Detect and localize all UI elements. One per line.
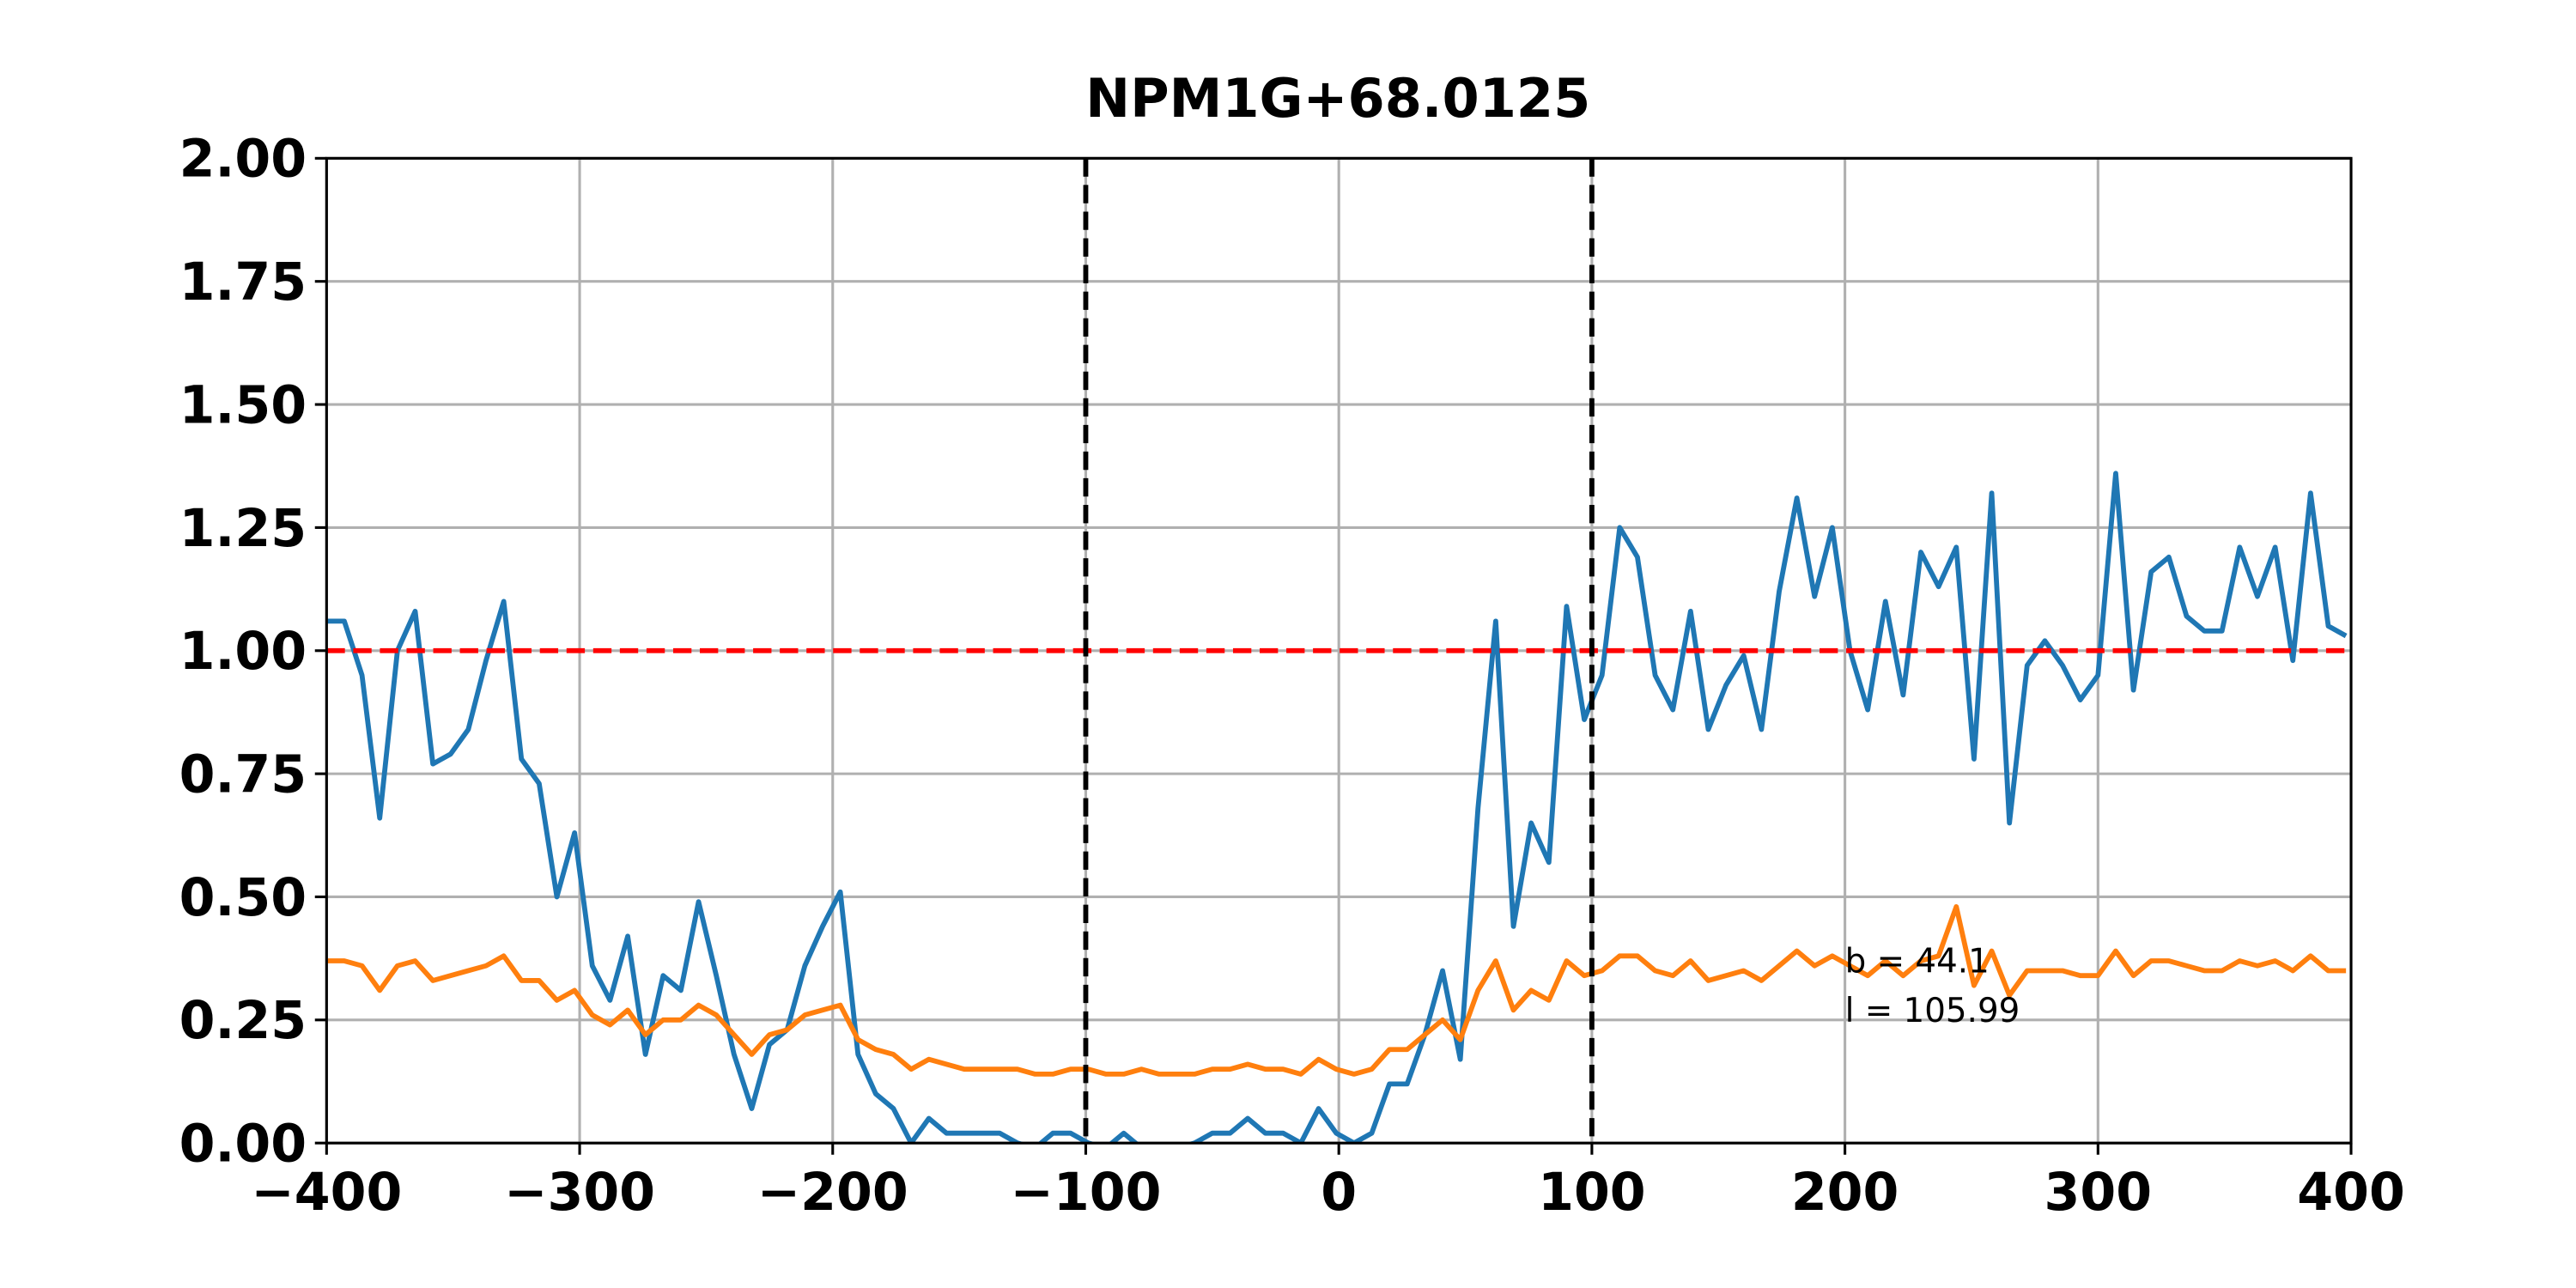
y-tick-label: 0.75 xyxy=(179,744,307,805)
x-tick-label: 0 xyxy=(1321,1163,1357,1223)
x-tick-label: 100 xyxy=(1538,1163,1646,1223)
chart-title: NPM1G+68.0125 xyxy=(1085,67,1590,130)
y-tick-label: 1.50 xyxy=(179,375,307,435)
annotation: l = 105.99 xyxy=(1845,992,2020,1030)
y-tick-label: 0.00 xyxy=(179,1115,307,1175)
y-tick-label: 1.00 xyxy=(179,622,307,682)
y-tick-label: 1.75 xyxy=(179,252,307,313)
data-line xyxy=(326,904,2347,1077)
annotation: b = 44.1 xyxy=(1845,943,1990,981)
x-tick-label: −100 xyxy=(1011,1163,1162,1223)
x-tick-label: −300 xyxy=(504,1163,655,1223)
y-tick-label: 1.25 xyxy=(179,499,307,559)
x-tick-label: 400 xyxy=(2297,1163,2405,1223)
labels: 0.00 0.25 0.50 0.75 1.00 1.25 1.50 1.75 2.00 −400… xyxy=(179,130,2405,1223)
y-tick-label: 0.25 xyxy=(179,991,307,1051)
x-tick-label: −400 xyxy=(251,1163,402,1223)
data-line xyxy=(326,471,2348,1144)
plot-area xyxy=(326,158,2352,1144)
x-tick-label: −200 xyxy=(757,1163,908,1223)
x-tick-label: 300 xyxy=(2044,1163,2153,1223)
x-tick-label: 200 xyxy=(1791,1163,1899,1223)
y-tick-label: 2.00 xyxy=(179,130,307,190)
y-tick-label: 0.50 xyxy=(179,868,307,928)
